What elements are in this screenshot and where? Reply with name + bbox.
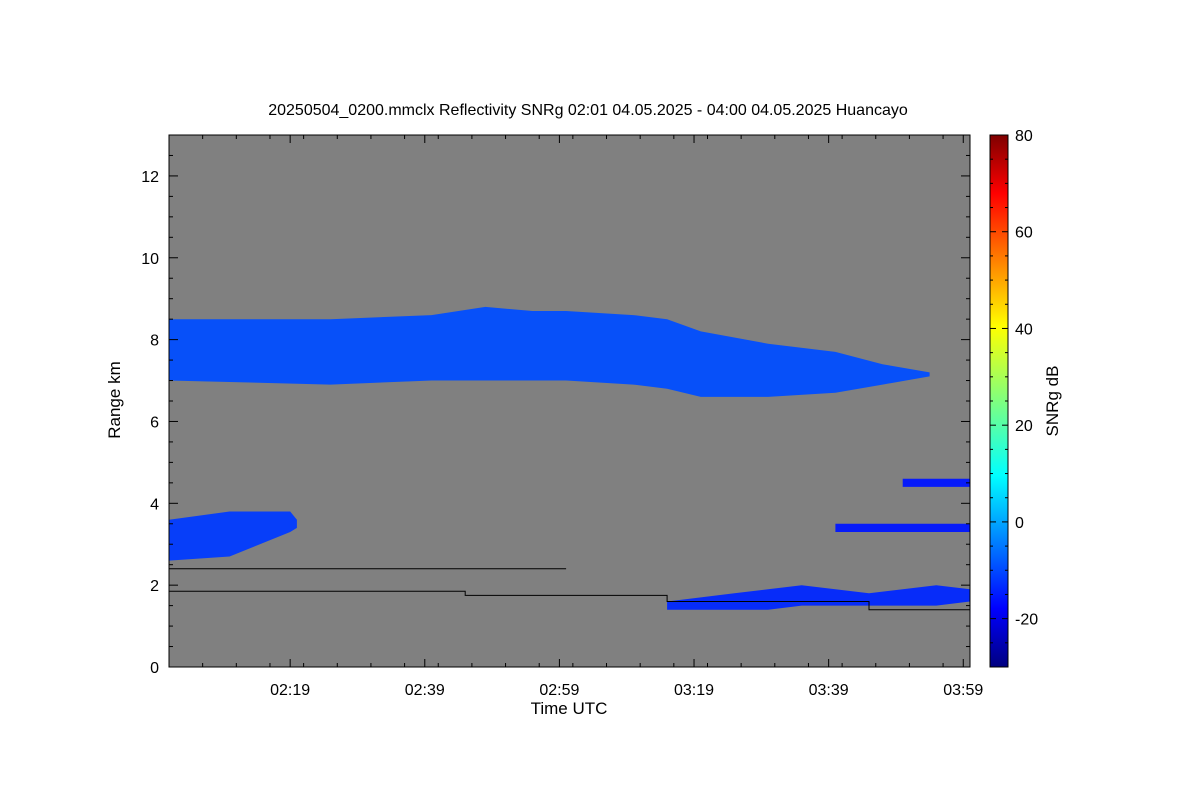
x-tick-label: 03:59 bbox=[943, 682, 983, 699]
echo-region bbox=[169, 511, 297, 561]
colorbar-tick-label: 80 bbox=[1015, 128, 1033, 145]
colorbar-tick-label: -20 bbox=[1015, 612, 1038, 629]
colorbar-tick-label: 0 bbox=[1015, 515, 1024, 532]
y-tick-label: 8 bbox=[150, 333, 159, 350]
echo-region bbox=[902, 478, 970, 487]
echo-region bbox=[667, 585, 970, 610]
y-tick-label: 4 bbox=[150, 496, 159, 513]
colorbar-ticks: -20 0 20 40 60 80 bbox=[990, 128, 1038, 668]
x-tick-label: 02:39 bbox=[405, 682, 445, 699]
y-axis: 0 2 4 6 8 10 12 bbox=[141, 134, 970, 677]
y-tick-label: 10 bbox=[141, 251, 159, 268]
colorbar: -20 0 20 40 60 80 SNRg dB bbox=[989, 128, 1062, 668]
y-tick-label: 2 bbox=[150, 578, 159, 595]
x-axis: 02:19 02:39 02:59 03:19 03:39 03:59 bbox=[168, 135, 983, 699]
y-axis-label: Range km bbox=[105, 361, 124, 438]
step-lines bbox=[169, 568, 970, 611]
y-tick-label: 6 bbox=[150, 414, 159, 431]
plot-background bbox=[169, 135, 970, 667]
y-tick-label: 0 bbox=[150, 660, 159, 677]
chart-title: 20250504_0200.mmclx Reflectivity SNRg 02… bbox=[268, 102, 908, 119]
colorbar-label: SNRg dB bbox=[1043, 366, 1062, 437]
x-tick-label: 02:19 bbox=[270, 682, 310, 699]
echo-regions bbox=[169, 306, 970, 610]
x-tick-label: 03:39 bbox=[809, 682, 849, 699]
colorbar-tick-label: 60 bbox=[1015, 225, 1033, 242]
echo-region bbox=[169, 306, 930, 397]
y-tick-label: 12 bbox=[141, 169, 159, 186]
step-line bbox=[169, 590, 970, 611]
colorbar-tick-label: 40 bbox=[1015, 321, 1033, 338]
x-tick-label: 03:19 bbox=[674, 682, 714, 699]
echo-region bbox=[835, 523, 970, 532]
x-tick-label: 02:59 bbox=[539, 682, 579, 699]
colorbar-tick-label: 20 bbox=[1015, 418, 1033, 435]
x-axis-label: Time UTC bbox=[531, 699, 608, 718]
plot-area: 02:19 02:39 02:59 03:19 03:39 03:59 0 2 4 6 8 10 12 bbox=[141, 134, 983, 699]
